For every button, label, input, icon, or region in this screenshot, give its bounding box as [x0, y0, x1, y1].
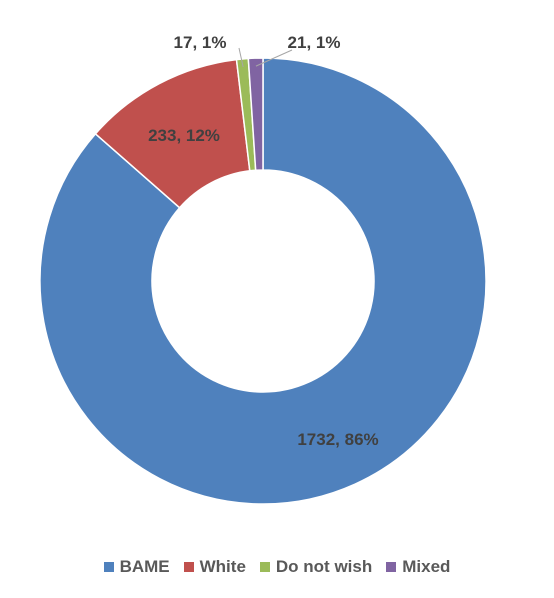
- chart-legend: BAME White Do not wish Mixed: [0, 557, 554, 577]
- donut-slice-bame: [39, 57, 487, 505]
- legend-swatch-bame: [103, 562, 114, 572]
- donut-slice-mixed: [247, 57, 264, 172]
- legend-swatch-do-not-wish: [259, 562, 270, 572]
- legend-item-white: White: [183, 557, 246, 577]
- legend-label-white: White: [199, 557, 246, 576]
- data-label-white: 233, 12%: [148, 126, 220, 145]
- data-label-do-not-wish: 17, 1%: [174, 33, 227, 52]
- legend-label-mixed: Mixed: [402, 557, 451, 576]
- legend-swatch-white: [183, 562, 194, 572]
- leader-line-do-not-wish: [238, 47, 244, 68]
- legend-swatch-mixed: [386, 562, 397, 572]
- legend-label-bame: BAME: [119, 557, 170, 576]
- legend-item-bame: BAME: [103, 557, 170, 577]
- legend-label-do-not-wish: Do not wish: [275, 557, 373, 576]
- legend-item-do-not-wish: Do not wish: [259, 557, 373, 577]
- leader-line-mixed: [255, 49, 293, 67]
- data-label-bame: 1732, 86%: [297, 430, 378, 449]
- legend-item-mixed: Mixed: [386, 557, 450, 577]
- data-label-mixed: 21, 1%: [288, 33, 341, 52]
